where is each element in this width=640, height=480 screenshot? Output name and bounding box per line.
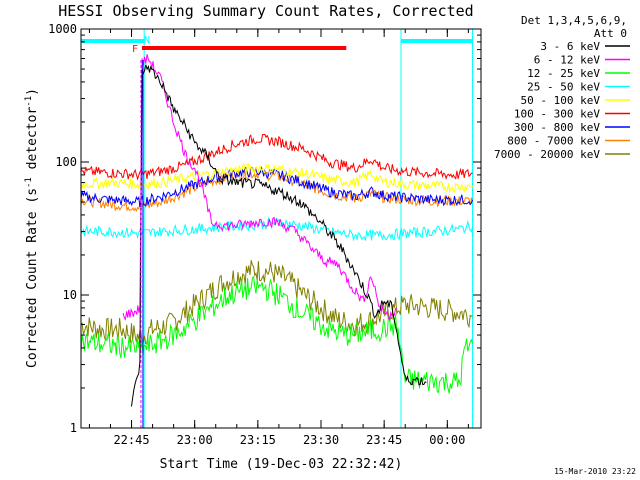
legend-label-6: 300 - 800 keV (514, 121, 600, 134)
y-axis-label-sup2: -1 (24, 96, 34, 107)
y-axis-label-detector: detector (25, 107, 40, 178)
y-tick-label-0: 1 (70, 421, 77, 435)
legend-label-5: 100 - 300 keV (514, 108, 600, 121)
legend-label-3: 25 - 50 keV (527, 81, 600, 94)
y-axis-label-main: Corrected Count Rate (s (25, 188, 40, 368)
plot-frame (80, 28, 482, 429)
y-axis-label-sup: -1 (24, 177, 34, 188)
y-tick-label-2: 100 (55, 155, 77, 169)
x-tick-label-5: 00:00 (429, 433, 465, 447)
legend-label-2: 12 - 25 keV (527, 67, 600, 80)
x-tick-label-0: 22:45 (113, 433, 149, 447)
series-line-8 (81, 260, 473, 345)
legend-label-8: 7000 - 20000 keV (494, 148, 600, 161)
flare-flag-label: F (132, 44, 138, 55)
series-line-3 (81, 216, 474, 242)
x-tick-label-1: 23:00 (177, 433, 213, 447)
observing-bars (81, 29, 474, 428)
series-line-1 (122, 54, 398, 321)
y-tick-label-3: 1000 (48, 22, 77, 36)
legend-label-0: 3 - 6 keV (540, 40, 600, 53)
y-tick-label-1: 10 (63, 288, 77, 302)
x-tick-label-2: 23:15 (240, 433, 276, 447)
y-axis-label: Corrected Count Rate (s-1 detector-1) (24, 88, 40, 368)
generation-timestamp: 15-Mar-2010 23:22 (554, 467, 636, 476)
night-flag-label: N (144, 35, 150, 46)
chart-title: HESSI Observing Summary Count Rates, Cor… (58, 2, 473, 20)
legend-header-1: Att 0 (594, 27, 627, 40)
legend-label-1: 6 - 12 keV (534, 54, 601, 67)
legend-header-0: Det 1,3,4,5,6,9, (521, 14, 627, 27)
y-axis-label-close: ) (25, 88, 40, 96)
y-axis-ticks: 1 10 100 1000 (48, 22, 481, 435)
legend-label-7: 800 - 7000 keV (507, 135, 600, 148)
series-line-2 (81, 275, 474, 394)
x-tick-label-4: 23:45 (366, 433, 402, 447)
flag-layer: FN (132, 35, 347, 428)
series-line-0 (131, 64, 427, 407)
legend-label-4: 50 - 100 keV (521, 94, 601, 107)
x-axis-ticks: 22:45 23:00 23:15 23:30 23:45 00:00 (88, 29, 469, 447)
x-axis-label: Start Time (19-Dec-03 22:32:42) (160, 457, 403, 472)
series-layer (81, 54, 474, 407)
series-line-5 (81, 133, 473, 181)
series-line-7 (81, 167, 474, 213)
x-tick-label-3: 23:30 (303, 433, 339, 447)
series-line-4 (81, 162, 474, 194)
